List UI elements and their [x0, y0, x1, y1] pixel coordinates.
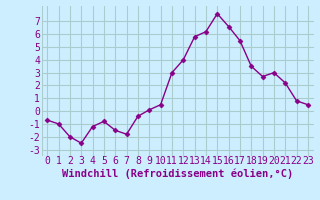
X-axis label: Windchill (Refroidissement éolien,°C): Windchill (Refroidissement éolien,°C)	[62, 169, 293, 179]
